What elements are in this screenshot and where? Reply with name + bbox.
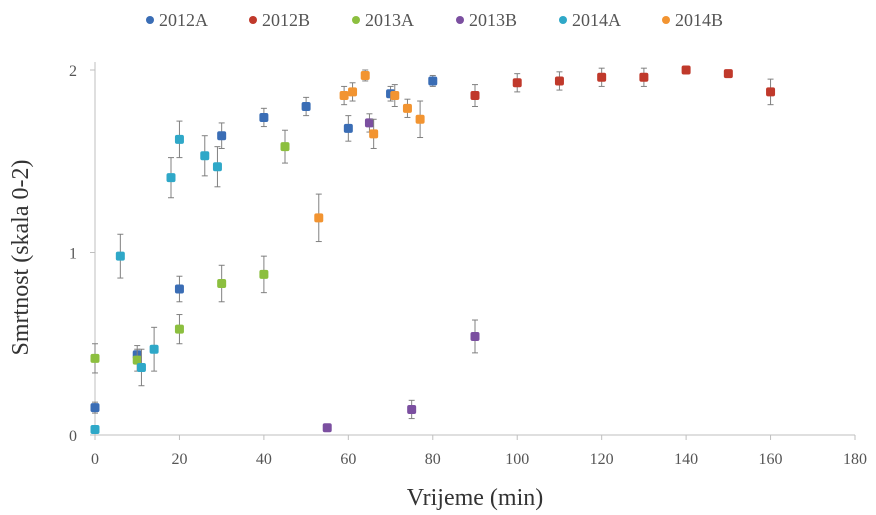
x-tick-label: 160 xyxy=(759,451,783,468)
x-tick-label: 20 xyxy=(171,451,187,468)
data-point xyxy=(681,65,691,75)
legend-label: 2012A xyxy=(159,10,208,30)
data-point xyxy=(217,131,227,141)
y-tick-label: 0 xyxy=(69,428,77,445)
x-tick-label: 180 xyxy=(843,451,867,468)
legend-item-2013A: 2013A xyxy=(352,10,414,30)
series-2012A xyxy=(90,74,438,414)
x-tick-label: 140 xyxy=(674,451,698,468)
legend-marker xyxy=(146,16,154,24)
data-point xyxy=(115,251,125,261)
data-point xyxy=(200,151,210,161)
data-point xyxy=(369,129,379,139)
x-tick-label: 60 xyxy=(340,451,356,468)
plot-area xyxy=(90,65,776,435)
x-axis-title: Vrijeme (min) xyxy=(407,485,544,511)
data-point xyxy=(301,102,311,111)
series-2012B xyxy=(470,65,776,107)
legend-label: 2012B xyxy=(262,10,310,30)
data-point xyxy=(348,87,358,97)
legend-label: 2013B xyxy=(469,10,517,30)
axes: 0 20 40 60 80 100 120 140 160 180 0 1 2 xyxy=(69,62,867,468)
data-point xyxy=(639,72,649,82)
data-point xyxy=(90,353,100,363)
data-point xyxy=(322,423,332,433)
legend-marker xyxy=(559,16,567,24)
data-point xyxy=(149,344,159,354)
legend: 2012A 2012B 2013A 2013B 2014A 2014B xyxy=(146,10,723,30)
y-tick-label: 2 xyxy=(69,63,77,80)
x-tick-label: 0 xyxy=(91,451,99,468)
legend-item-2012A: 2012A xyxy=(146,10,208,30)
legend-item-2013B: 2013B xyxy=(456,10,517,30)
data-point xyxy=(174,134,184,144)
data-point xyxy=(136,362,146,372)
x-tick-label: 120 xyxy=(590,451,614,468)
x-tick-label: 100 xyxy=(505,451,529,468)
x-ticks: 0 20 40 60 80 100 120 140 160 180 xyxy=(91,435,867,468)
data-point xyxy=(415,114,425,124)
data-point xyxy=(364,118,374,128)
data-point xyxy=(339,91,349,101)
y-ticks: 0 1 2 xyxy=(69,63,95,445)
series-2014B xyxy=(314,69,425,243)
data-point xyxy=(314,213,324,223)
legend-marker xyxy=(662,16,670,24)
data-point xyxy=(470,91,480,101)
series-2013A xyxy=(90,129,290,374)
data-point xyxy=(597,72,607,82)
data-point xyxy=(428,76,438,86)
data-point xyxy=(554,76,564,86)
legend-marker xyxy=(352,16,360,24)
data-point xyxy=(723,69,733,79)
legend-item-2012B: 2012B xyxy=(249,10,310,30)
legend-item-2014B: 2014B xyxy=(662,10,723,30)
data-point xyxy=(132,355,142,365)
data-point xyxy=(390,91,400,101)
series-2013B xyxy=(322,113,480,433)
data-point xyxy=(402,103,412,113)
legend-label: 2013A xyxy=(365,10,414,30)
series-2014A xyxy=(90,120,222,435)
legend-marker xyxy=(456,16,464,24)
data-point xyxy=(766,87,776,97)
x-tick-label: 40 xyxy=(256,451,272,468)
data-point xyxy=(90,403,100,413)
y-axis-title: Smrtnost (skala 0-2) xyxy=(8,160,34,356)
legend-label: 2014B xyxy=(675,10,723,30)
data-point xyxy=(217,279,227,289)
legend-item-2014A: 2014A xyxy=(559,10,621,30)
x-tick-label: 80 xyxy=(425,451,441,468)
data-point xyxy=(174,324,184,334)
legend-label: 2014A xyxy=(572,10,621,30)
data-point xyxy=(360,70,370,80)
data-point xyxy=(212,162,222,172)
y-tick-label: 1 xyxy=(69,246,77,263)
legend-marker xyxy=(249,16,257,24)
data-point xyxy=(174,284,184,294)
data-point xyxy=(280,142,290,152)
data-point xyxy=(166,173,176,183)
data-point xyxy=(407,404,417,414)
data-point xyxy=(343,123,353,133)
data-point xyxy=(259,112,269,122)
data-point xyxy=(512,78,522,88)
data-point xyxy=(470,331,480,341)
data-point xyxy=(90,425,100,435)
data-point xyxy=(259,269,269,279)
